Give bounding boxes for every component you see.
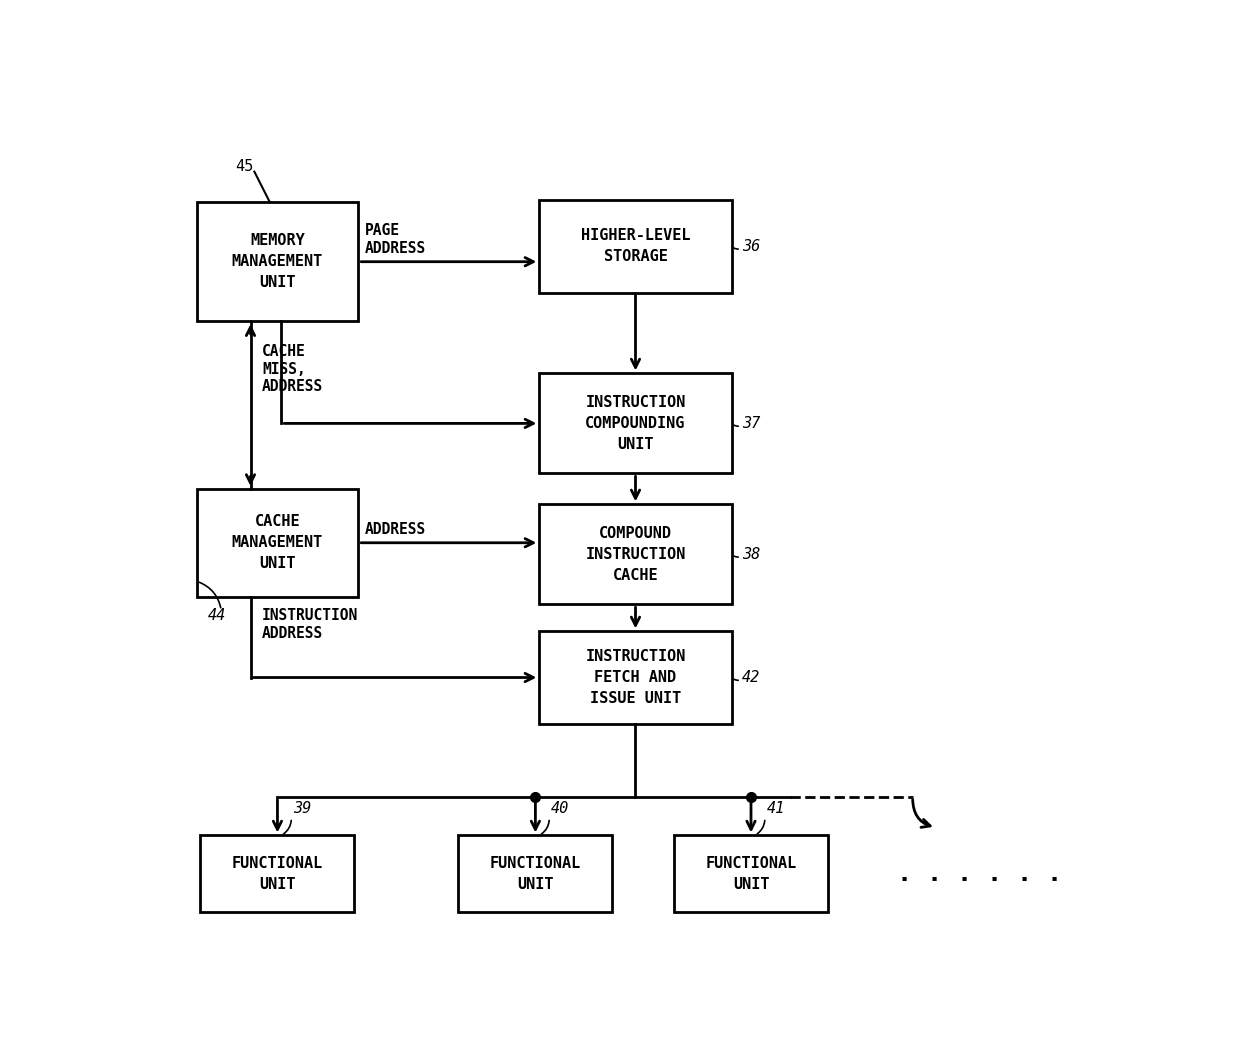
Text: 38: 38 <box>742 547 760 562</box>
Bar <box>675 836 828 912</box>
Bar <box>197 489 358 597</box>
Text: 36: 36 <box>742 239 760 254</box>
Bar <box>459 836 613 912</box>
Text: INSTRUCTION
FETCH AND
ISSUE UNIT: INSTRUCTION FETCH AND ISSUE UNIT <box>585 649 686 706</box>
Text: 37: 37 <box>742 416 760 431</box>
FancyArrowPatch shape <box>734 425 738 426</box>
Text: FUNCTIONAL
UNIT: FUNCTIONAL UNIT <box>232 856 324 892</box>
Bar <box>539 373 732 474</box>
Text: ADDRESS: ADDRESS <box>365 522 425 536</box>
Bar <box>201 836 355 912</box>
Text: 39: 39 <box>293 801 311 816</box>
Text: CACHE
MANAGEMENT
UNIT: CACHE MANAGEMENT UNIT <box>232 514 324 571</box>
FancyArrowPatch shape <box>734 557 738 558</box>
Bar <box>197 202 358 322</box>
Text: INSTRUCTION
COMPOUNDING
UNIT: INSTRUCTION COMPOUNDING UNIT <box>585 395 686 452</box>
Text: MEMORY
MANAGEMENT
UNIT: MEMORY MANAGEMENT UNIT <box>232 233 324 290</box>
Text: 42: 42 <box>742 670 760 685</box>
Text: 44: 44 <box>208 608 227 623</box>
Text: CACHE
MISS,
ADDRESS: CACHE MISS, ADDRESS <box>262 345 324 395</box>
Text: FUNCTIONAL
UNIT: FUNCTIONAL UNIT <box>490 856 582 892</box>
FancyArrowPatch shape <box>542 820 549 834</box>
Text: . . . . . .: . . . . . . <box>898 862 1063 886</box>
Text: 41: 41 <box>766 801 785 816</box>
FancyArrowPatch shape <box>758 820 765 834</box>
FancyArrowPatch shape <box>284 820 291 834</box>
Text: 40: 40 <box>551 801 569 816</box>
Text: COMPOUND
INSTRUCTION
CACHE: COMPOUND INSTRUCTION CACHE <box>585 526 686 583</box>
Text: 45: 45 <box>236 160 253 175</box>
Text: PAGE
ADDRESS: PAGE ADDRESS <box>365 223 425 256</box>
FancyArrowPatch shape <box>734 248 738 249</box>
Bar <box>539 632 732 724</box>
Text: INSTRUCTION
ADDRESS: INSTRUCTION ADDRESS <box>262 608 358 640</box>
FancyArrowPatch shape <box>200 582 221 607</box>
Text: HIGHER-LEVEL
STORAGE: HIGHER-LEVEL STORAGE <box>580 229 691 264</box>
Bar <box>539 200 732 292</box>
Text: FUNCTIONAL
UNIT: FUNCTIONAL UNIT <box>706 856 796 892</box>
Bar <box>539 505 732 604</box>
FancyArrowPatch shape <box>734 679 738 680</box>
